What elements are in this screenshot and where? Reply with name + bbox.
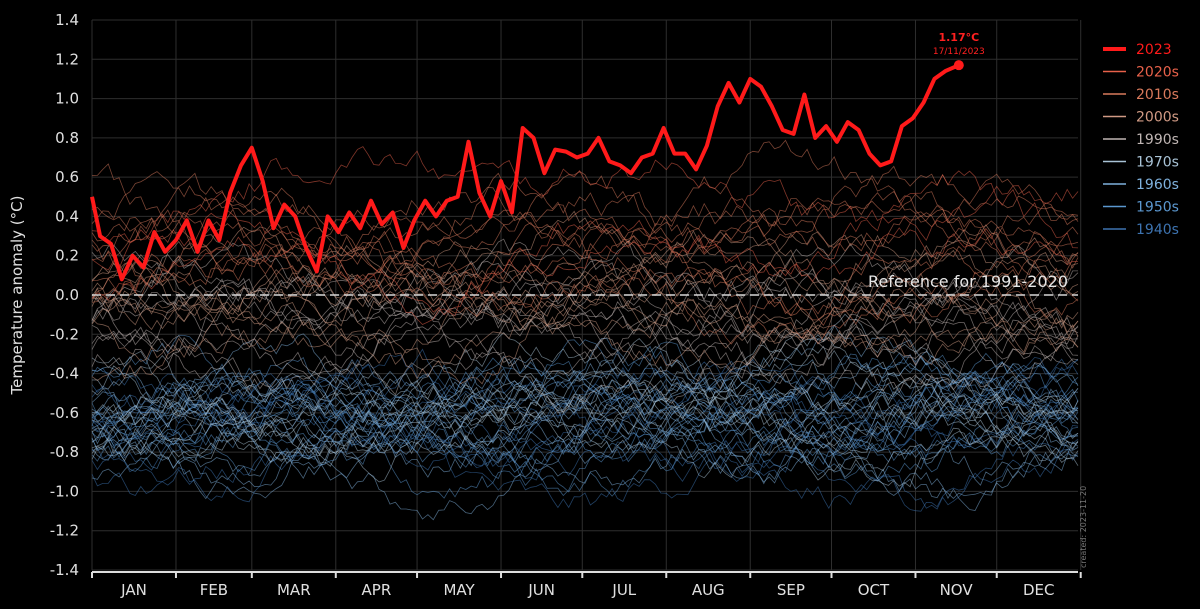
series-2010s-line [91, 208, 1079, 327]
series-2020s-line [91, 170, 1079, 325]
series-1960s-line [91, 408, 1079, 511]
past-year-lines [91, 139, 1079, 521]
latest-value-label: 1.17°C [938, 31, 979, 44]
series-2010s-line [91, 193, 1079, 317]
y-tick-label: 0.4 [55, 207, 79, 225]
legend-label-1960s: 1960s [1136, 177, 1179, 193]
series-2020s-line [91, 146, 1079, 243]
y-tick-label: -1.2 [50, 522, 79, 540]
x-tick-label: DEC [1023, 581, 1055, 599]
x-tick-label: AUG [692, 581, 725, 599]
series-1960s-line [91, 359, 1079, 486]
legend-label-2023: 2023 [1136, 42, 1172, 58]
y-tick-label: 0.0 [55, 286, 79, 304]
series-1970s-line [91, 378, 1079, 488]
created-date-label: created: 2023-11-20 [1079, 486, 1088, 568]
series-1970s-line [91, 345, 1079, 465]
x-tick-label: APR [362, 581, 392, 599]
y-tick-label: -0.6 [50, 404, 79, 422]
y-tick-label: 1.0 [55, 90, 79, 108]
reference-label: Reference for 1991-2020 [868, 272, 1068, 291]
series-2010s-line [91, 191, 1079, 298]
x-tick-label: NOV [940, 581, 974, 599]
y-axis-label: Temperature anomaly (°C) [8, 196, 26, 396]
series-1970s-line [91, 371, 1079, 472]
x-tick-label: JAN [120, 581, 147, 599]
y-tick-label: 0.6 [55, 168, 79, 186]
series-2023-line [90, 63, 960, 282]
series-1960s-line [91, 382, 1079, 500]
series-2020s-line [91, 227, 1079, 316]
series-1970s-line [91, 396, 1079, 483]
series-1960s-line [91, 324, 1079, 445]
series-2000s-line [91, 244, 1079, 350]
series-1940s-line [91, 428, 1079, 512]
series-2000s-line [91, 224, 1079, 316]
series-1970s-line [91, 374, 1079, 467]
x-tick-label: MAY [443, 581, 475, 599]
series-1950s-line [91, 395, 1078, 482]
series-1960s-line [91, 362, 1079, 480]
series-1950s-line [91, 353, 1079, 467]
x-tick-label: JUL [611, 581, 636, 599]
series-1990s-line [91, 240, 1079, 371]
series-1990s-line [91, 270, 1079, 366]
y-tick-label: 0.2 [55, 247, 79, 265]
x-tick-label: MAR [277, 581, 311, 599]
series-2000s-line [91, 230, 1079, 331]
series-1940s-line [91, 417, 1079, 510]
x-tick-label: FEB [200, 581, 228, 599]
series-1990s-line [91, 307, 1079, 413]
x-tick-label: JUN [527, 581, 555, 599]
x-tick-label: SEP [777, 581, 805, 599]
series-1970s-line [91, 367, 1079, 453]
y-tick-label: 1.2 [55, 50, 79, 68]
y-tick-label: -0.4 [50, 365, 79, 383]
series-1970s-line [91, 359, 1079, 460]
legend-label-2020s: 2020s [1136, 65, 1179, 81]
series-2010s-line [91, 171, 1079, 269]
y-tick-label: -1.0 [50, 482, 79, 500]
series-2000s-line [91, 249, 1079, 365]
x-tick-label: OCT [858, 581, 890, 599]
y-tick-label: -0.2 [50, 325, 79, 343]
series-1990s-line [91, 280, 1079, 388]
series-2000s-line [91, 259, 1079, 372]
series-2010s-line [91, 227, 1079, 324]
x-axis: JAN FEB MAR APR MAY JUN JUL AUG SEP OCT NOV DEC [91, 571, 1082, 599]
series-1970s-line [91, 337, 1079, 426]
series-1990s-line [91, 286, 1079, 395]
y-tick-label: -0.8 [50, 443, 79, 461]
legend-label-2010s: 2010s [1136, 87, 1179, 103]
y-tick-label: 0.8 [55, 129, 79, 147]
y-axis: 1.4 1.2 1.0 0.8 0.6 0.4 0.2 0.0 -0.2 -0.4 -0.6 -0.8… [50, 11, 79, 579]
series-1950s-line [91, 397, 1079, 499]
legend: 2023 2020s 2010s 2000s 1990s 1970s 1960s 1950s 1… [1103, 42, 1179, 238]
series-2000s-line [91, 250, 1079, 366]
series-2010s-line [91, 190, 1079, 288]
y-tick-label: 1.4 [55, 11, 79, 29]
series-2010s-line [91, 139, 1079, 265]
series-1960s-line [91, 333, 1079, 435]
legend-label-1990s: 1990s [1136, 132, 1179, 148]
legend-label-1940s: 1940s [1136, 222, 1179, 238]
legend-label-1970s: 1970s [1136, 155, 1179, 171]
latest-value-point [953, 60, 964, 71]
legend-label-2000s: 2000s [1136, 110, 1179, 126]
latest-date-label: 17/11/2023 [933, 47, 985, 57]
legend-label-1950s: 1950s [1136, 200, 1179, 216]
series-1950s-line [91, 356, 1078, 458]
series-1950s-line [91, 390, 1079, 497]
y-tick-label: -1.4 [50, 561, 79, 579]
series-1970s-line [91, 332, 1079, 428]
series-1960s-line [91, 375, 1079, 464]
series-1960s-line [91, 367, 1079, 485]
series-2010s-line [91, 195, 1079, 286]
series-2010s-line [91, 165, 1079, 273]
